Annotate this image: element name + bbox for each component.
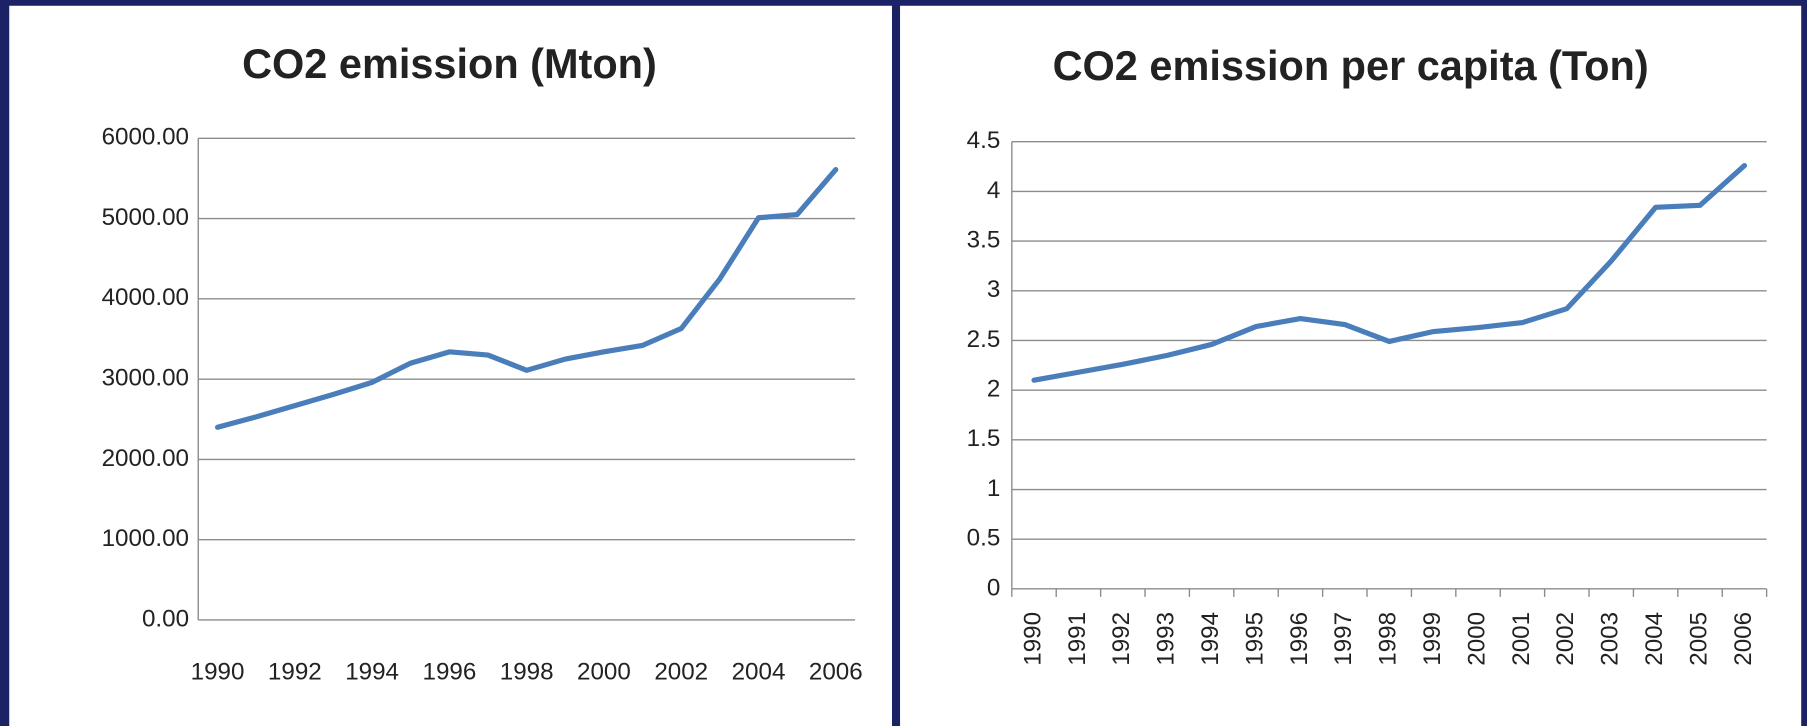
y-tick-label: 3.5 — [967, 226, 1001, 253]
y-tick-label: 4000.00 — [102, 284, 189, 311]
x-tick-label: 1996 — [422, 658, 476, 685]
x-tick-label: 1998 — [500, 658, 554, 685]
x-tick-label: 1990 — [191, 658, 245, 685]
x-tick-label: 2001 — [1508, 612, 1535, 666]
y-tick-label: 0.00 — [142, 605, 189, 632]
y-tick-label: 4 — [987, 177, 1000, 204]
x-tick-label: 2006 — [809, 658, 863, 685]
x-tick-label: 2004 — [1641, 612, 1668, 666]
x-tick-label: 1990 — [1019, 612, 1046, 666]
x-tick-label: 2002 — [1552, 612, 1579, 666]
y-tick-label: 0.5 — [967, 525, 1001, 552]
x-tick-label: 1993 — [1153, 612, 1180, 666]
x-tick-label: 1997 — [1330, 612, 1357, 666]
y-tick-label: 2.5 — [967, 326, 1001, 353]
panel — [900, 5, 1802, 726]
x-tick-label: 1998 — [1375, 612, 1402, 666]
y-tick-label: 1000.00 — [102, 525, 189, 552]
line — [214, 167, 839, 430]
x-tick-label: 1996 — [1286, 612, 1313, 666]
y-tick-label: 6000.00 — [102, 124, 189, 151]
x-tick-label: 1994 — [345, 658, 399, 685]
y-tick-label: 4.5 — [967, 127, 1001, 154]
x-tick-label: 1995 — [1241, 612, 1268, 666]
x-tick-label: 2004 — [732, 658, 786, 685]
line — [1031, 162, 1748, 383]
y-tick-label: 1 — [987, 475, 1000, 502]
x-tick-label: 2000 — [577, 658, 631, 685]
chart-title: CO2 emission (Mton) — [242, 40, 657, 87]
x-tick-label: 2006 — [1730, 612, 1757, 666]
x-tick-label: 1994 — [1197, 612, 1224, 666]
panel — [9, 5, 892, 726]
y-tick-label: 3000.00 — [102, 365, 189, 392]
y-tick-label: 0 — [987, 574, 1000, 601]
y-tick-label: 1.5 — [967, 425, 1001, 452]
x-tick-label: 2005 — [1685, 612, 1712, 666]
y-tick-label: 5000.00 — [102, 204, 189, 231]
y-tick-label: 3 — [987, 276, 1000, 303]
x-tick-label: 2000 — [1463, 612, 1490, 666]
x-tick-label: 2003 — [1597, 612, 1624, 666]
x-tick-label: 2002 — [654, 658, 708, 685]
x-tick-label: 1992 — [268, 658, 322, 685]
x-tick-label: 1991 — [1064, 612, 1091, 666]
y-tick-label: 2000.00 — [102, 445, 189, 472]
x-tick-label: 1992 — [1108, 612, 1135, 666]
y-tick-label: 2 — [987, 376, 1000, 403]
x-tick-label: 1999 — [1419, 612, 1446, 666]
chart-title: CO2 emission per capita (Ton) — [1053, 42, 1649, 89]
